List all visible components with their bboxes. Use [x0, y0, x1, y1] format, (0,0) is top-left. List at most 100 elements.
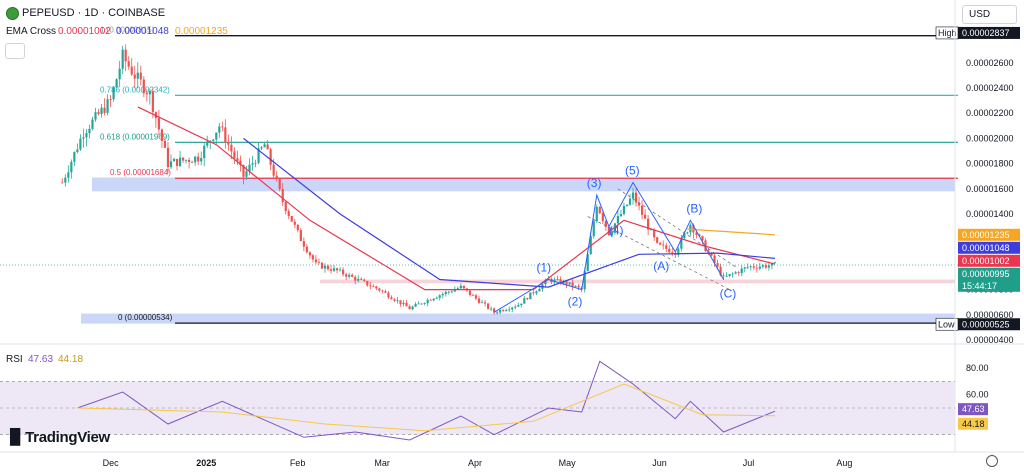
candle-body — [471, 294, 475, 296]
candle-body — [145, 93, 148, 95]
candle-body — [710, 252, 713, 256]
time-axis-label: Dec — [103, 458, 120, 468]
candle-body — [106, 99, 109, 113]
currency-select[interactable]: USD — [962, 5, 1017, 24]
candle-body — [348, 274, 351, 277]
candle-body — [486, 303, 490, 309]
candle-body — [405, 302, 408, 307]
price-axis-tick-label: 0.00001800 — [966, 159, 1014, 169]
candle-body — [342, 269, 345, 275]
candle-body — [477, 298, 481, 303]
candle-body — [631, 192, 635, 199]
candle-body — [79, 138, 82, 150]
candle-body — [224, 127, 227, 143]
candle-body — [166, 147, 170, 168]
candle-body — [351, 274, 354, 277]
candle-body — [73, 152, 76, 162]
price-axis-badge-label: 0.00001002 — [962, 256, 1010, 266]
ema-legend-label[interactable]: EMA Cross — [6, 26, 57, 37]
ema-line — [243, 137, 776, 288]
candle-body — [94, 112, 97, 120]
candle-body — [335, 268, 339, 271]
candle-body — [272, 164, 275, 176]
candle-body — [293, 221, 296, 225]
candle-body — [752, 266, 755, 268]
candle-body — [456, 288, 459, 290]
candle-body — [124, 49, 127, 62]
candle-body — [450, 291, 453, 293]
tradingview-logo-text: TradingView — [25, 429, 110, 446]
candle-body — [755, 267, 758, 269]
candle-body — [257, 148, 260, 163]
candle-body — [643, 214, 647, 219]
candle-body — [299, 230, 302, 242]
candle-body — [169, 161, 173, 168]
candle-body — [505, 310, 508, 311]
elliott-wave-label: (2) — [568, 295, 583, 309]
candle-body — [227, 142, 230, 145]
price-tag-label: High — [938, 28, 957, 38]
candle-body — [640, 205, 644, 215]
candle-body — [260, 147, 263, 149]
candle-body — [163, 140, 167, 148]
candle-body — [248, 164, 251, 172]
candle-body — [725, 275, 728, 277]
tradingview-logo[interactable]: ▉ TradingView — [10, 428, 110, 446]
candle-body — [61, 182, 64, 184]
candle-body — [438, 295, 441, 298]
candle-body — [194, 156, 197, 163]
fib-level-label: 0.5 (0.00001684) — [110, 168, 171, 177]
candle-body — [511, 307, 514, 310]
candle-body — [683, 233, 686, 239]
candle-body — [387, 292, 390, 298]
collapse-legend-button[interactable] — [5, 43, 25, 59]
price-axis-badge — [958, 267, 1020, 292]
candle-body — [713, 255, 716, 264]
price-axis-tick-label: 0.00000400 — [966, 335, 1014, 345]
candle-body — [728, 274, 731, 276]
candle-body — [284, 202, 287, 212]
candle-body — [157, 118, 161, 130]
candle-body — [734, 272, 737, 274]
candle-body — [206, 141, 209, 146]
support-resistance-zone — [320, 279, 955, 284]
candle-body — [67, 172, 70, 178]
candle-body — [354, 276, 357, 281]
rsi-legend-label[interactable]: RSI — [6, 354, 23, 365]
time-axis-label: Mar — [374, 458, 390, 468]
price-axis-badge-label: 0.00000525 — [962, 319, 1010, 329]
candle-body — [245, 171, 248, 177]
candle-body — [251, 163, 254, 165]
candle-body — [326, 265, 330, 270]
candle-body — [242, 165, 245, 177]
support-resistance-zone — [92, 177, 955, 192]
candle-body — [88, 128, 91, 134]
candle-body — [345, 274, 348, 277]
candle-body — [647, 218, 650, 230]
candle-body — [332, 268, 336, 271]
elliott-wave-label: (C) — [720, 287, 737, 301]
candle-body — [360, 278, 363, 280]
candle-body — [175, 158, 179, 167]
candle-body — [399, 300, 402, 305]
candle-body — [160, 129, 164, 141]
candle-body — [100, 107, 103, 115]
candle-body — [665, 245, 668, 249]
candle-body — [637, 202, 641, 206]
candle-body — [275, 175, 278, 179]
ema-line — [687, 228, 776, 236]
symbol-title[interactable]: PEPEUSD · 1D · COINBASE — [22, 7, 166, 19]
price-axis-tick-label: 0.00001600 — [966, 184, 1014, 194]
gear-icon[interactable] — [986, 455, 998, 467]
price-axis-badge — [958, 254, 1020, 267]
candle-body — [103, 107, 106, 113]
candle-body — [508, 309, 511, 311]
candle-body — [426, 299, 429, 304]
candle-body — [136, 72, 139, 79]
candle-body — [402, 302, 405, 305]
price-axis-badge-label: 0.00001235 — [962, 230, 1010, 240]
price-axis-badge-label: 0.00002837 — [962, 28, 1010, 38]
candle-body — [598, 206, 601, 214]
candle-body — [610, 231, 613, 236]
